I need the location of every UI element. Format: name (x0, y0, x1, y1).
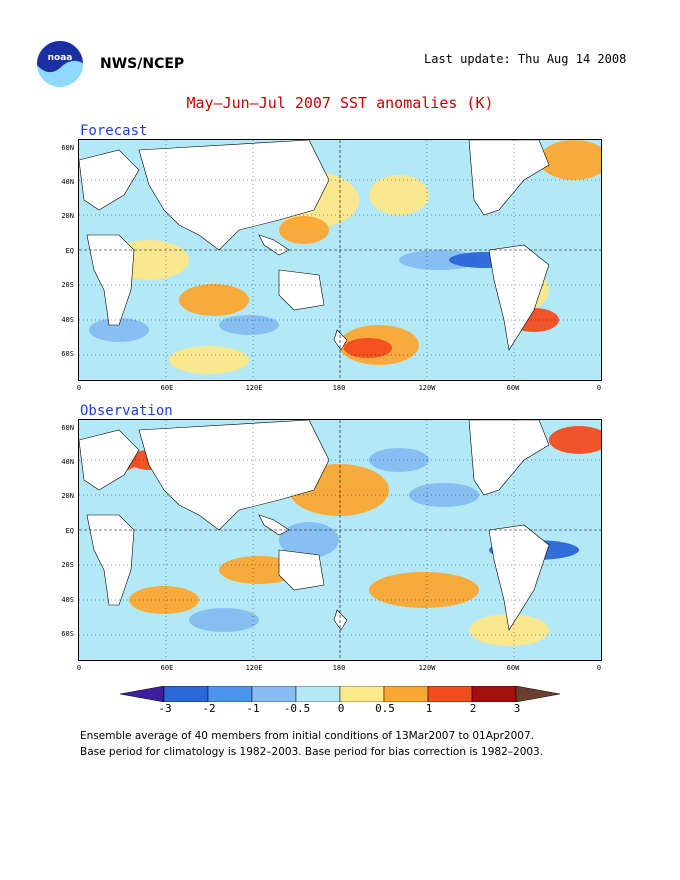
forecast-xlabel: 60E (160, 384, 174, 392)
colorbar-swatch (471, 685, 517, 703)
landmass (79, 149, 140, 211)
observation-xlabel: 120E (245, 664, 263, 672)
observation-map-field (79, 420, 601, 660)
anomaly-region (89, 318, 149, 342)
observation-map (78, 419, 602, 661)
forecast-map-field (79, 140, 601, 380)
anomaly-region (169, 346, 249, 374)
colorbar-label: -3 (158, 702, 172, 715)
colorbar-label: 0.5 (375, 702, 395, 715)
observation-ylabel: 60N (61, 424, 74, 432)
colorbar-label: 2 (469, 702, 477, 715)
landmass (79, 429, 140, 491)
footnote-base-period: Base period for climatology is 1982–2003… (80, 746, 544, 758)
colorbar-swatch (339, 685, 385, 703)
colorbar-swatch (515, 685, 561, 703)
colorbar-swatch (427, 685, 473, 703)
landmass (488, 244, 550, 351)
landmass (333, 329, 348, 351)
anomaly-region (279, 216, 329, 244)
colorbar-swatch (251, 685, 297, 703)
landmass (278, 549, 325, 591)
anomaly-region (219, 315, 279, 335)
forecast-xlabel: 180 (332, 384, 346, 392)
landmass (138, 140, 330, 251)
observation-xlabel: 60W (506, 664, 520, 672)
anomaly-region (344, 338, 392, 358)
last-update: Last update: Thu Aug 14 2008 (424, 52, 627, 66)
anomaly-region (369, 572, 479, 608)
colorbar (119, 685, 561, 703)
observation-ylabel: EQ (65, 527, 74, 535)
landmass (468, 420, 550, 496)
anomaly-region (369, 175, 429, 215)
forecast-ylabel: 40S (61, 316, 74, 324)
colorbar-label: 1 (425, 702, 433, 715)
anomaly-region (539, 140, 601, 180)
colorbar-label: 0 (337, 702, 345, 715)
colorbar-swatch (119, 685, 165, 703)
observation-ylabel: 20S (61, 561, 74, 569)
observation-ylabel: 40N (61, 458, 74, 466)
anomaly-region (189, 608, 259, 632)
observation-xlabel: 180 (332, 664, 346, 672)
observation-xlabel: 0 (596, 664, 602, 672)
forecast-ylabel: 60S (61, 350, 74, 358)
observation-xlabel: 0 (76, 664, 82, 672)
forecast-ylabel: 40N (61, 178, 74, 186)
forecast-xlabel: 0 (76, 384, 82, 392)
forecast-xlabel: 0 (596, 384, 602, 392)
landmass (86, 234, 135, 326)
landmass (138, 420, 330, 531)
anomaly-region (179, 284, 249, 316)
logo-text: noaa (48, 53, 73, 63)
forecast-ylabel: EQ (65, 247, 74, 255)
colorbar-swatch (207, 685, 253, 703)
landmass (333, 609, 348, 631)
forecast-label: Forecast (80, 123, 148, 139)
forecast-map (78, 139, 602, 381)
page-title: May–Jun–Jul 2007 SST anomalies (K) (186, 94, 494, 112)
observation-label: Observation (80, 403, 173, 419)
landmass (278, 269, 325, 311)
footnote-ensemble: Ensemble average of 40 members from init… (80, 730, 534, 742)
landmass (488, 524, 550, 631)
observation-ylabel: 20N (61, 492, 74, 500)
colorbar-label: -2 (202, 702, 216, 715)
colorbar-swatch (295, 685, 341, 703)
forecast-ylabel: 60N (61, 144, 74, 152)
noaa-logo: noaa (34, 38, 86, 90)
forecast-xlabel: 60W (506, 384, 520, 392)
forecast-xlabel: 120E (245, 384, 263, 392)
landmass (86, 514, 135, 606)
forecast-ylabel: 20S (61, 281, 74, 289)
observation-ylabel: 40S (61, 596, 74, 604)
anomaly-region (549, 426, 601, 454)
anomaly-region (279, 522, 339, 558)
observation-ylabel: 60S (61, 630, 74, 638)
colorbar-label: -1 (246, 702, 260, 715)
forecast-xlabel: 120W (418, 384, 436, 392)
colorbar-swatch (163, 685, 209, 703)
org-name: NWS/NCEP (100, 56, 185, 72)
observation-xlabel: 60E (160, 664, 174, 672)
colorbar-label: -0.5 (283, 702, 311, 715)
colorbar-label: 3 (513, 702, 521, 715)
colorbar-swatch (383, 685, 429, 703)
forecast-ylabel: 20N (61, 212, 74, 220)
observation-xlabel: 120W (418, 664, 436, 672)
landmass (468, 140, 550, 216)
